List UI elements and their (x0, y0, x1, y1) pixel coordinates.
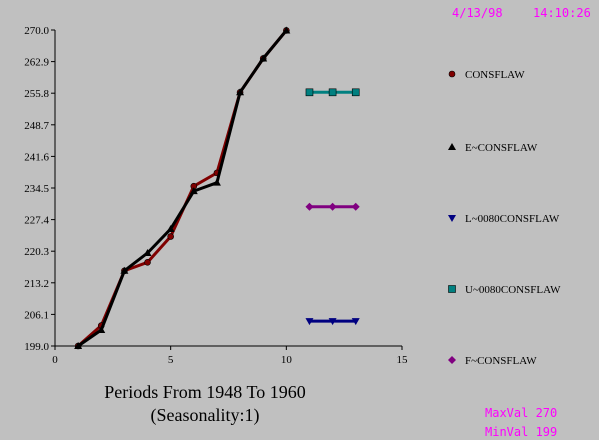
y-tick-label: 255.8 (24, 88, 49, 100)
series-line-0 (77, 29, 288, 348)
data-point (97, 325, 106, 333)
legend-label: U~0080CONSFLAW (465, 284, 561, 296)
data-point (167, 233, 174, 240)
data-point (305, 202, 314, 211)
legend-marker (448, 215, 456, 222)
data-point (143, 248, 152, 256)
series-line-1 (77, 29, 288, 348)
data-point (259, 54, 268, 62)
min-value-label: MinVal 199 (485, 425, 558, 439)
data-point (328, 318, 337, 326)
x-tick-label: 15 (397, 354, 409, 366)
data-point (120, 266, 129, 274)
legend-label: L~0080CONSFLAW (465, 213, 560, 225)
y-tick-label: 234.5 (24, 183, 49, 195)
legend-label: E~CONSFLAW (465, 142, 538, 154)
data-point (305, 318, 314, 326)
y-tick-label: 220.3 (24, 246, 49, 258)
legend-label: F~CONSFLAW (465, 355, 537, 367)
data-point (305, 88, 314, 97)
data-point (328, 202, 337, 211)
y-tick-label: 206.1 (24, 309, 49, 321)
x-tick-label: 5 (168, 354, 174, 366)
data-point (351, 318, 360, 326)
y-tick-label: 227.4 (24, 215, 49, 227)
date-stamp: 4/13/98 (452, 6, 503, 20)
data-point (328, 88, 337, 97)
legend-label: CONSFLAW (465, 69, 525, 81)
x-axis-subtitle: (Seasonality:1) (150, 405, 260, 425)
x-tick-label: 10 (281, 354, 293, 366)
y-tick-label: 241.6 (24, 151, 49, 163)
time-stamp: 14:10:26 (533, 6, 591, 20)
data-point (144, 259, 151, 266)
y-tick-label: 262.9 (24, 57, 49, 69)
data-point (189, 187, 198, 195)
legend-marker (448, 70, 456, 78)
x-tick-label: 0 (52, 354, 58, 366)
data-point (236, 88, 245, 96)
y-tick-label: 213.2 (24, 278, 49, 290)
data-point (282, 26, 291, 34)
x-axis-title: Periods From 1948 To 1960 (104, 382, 306, 402)
legend-marker (448, 285, 456, 293)
max-value-label: MaxVal 270 (485, 406, 558, 420)
legend-marker (448, 143, 456, 150)
data-point (166, 224, 175, 232)
y-tick-label: 248.7 (24, 120, 49, 132)
data-point (351, 88, 360, 97)
legend-marker (448, 356, 456, 364)
data-point (74, 342, 83, 349)
y-tick-label: 270.0 (24, 25, 49, 37)
data-point (351, 202, 360, 211)
y-tick-label: 199.0 (24, 341, 49, 353)
data-point (212, 178, 221, 186)
